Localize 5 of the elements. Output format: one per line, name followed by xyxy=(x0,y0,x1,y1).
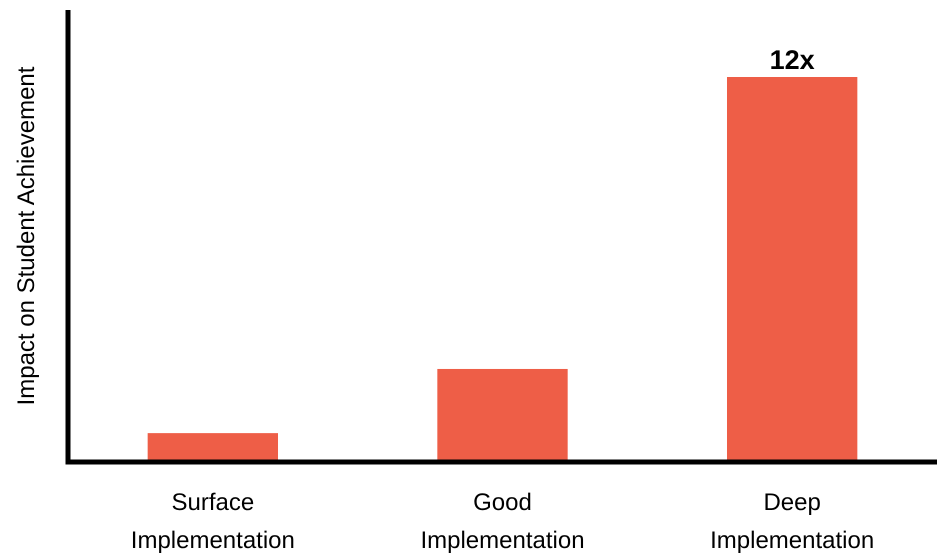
x-tick-label: Good Implementation xyxy=(420,489,585,554)
x-tick-label: Surface Implementation xyxy=(130,489,295,554)
data-label: 12x xyxy=(770,45,815,75)
y-axis-title: Impact on Student Achievement xyxy=(13,66,40,406)
x-tick-label: Deep Implementation xyxy=(710,489,874,554)
